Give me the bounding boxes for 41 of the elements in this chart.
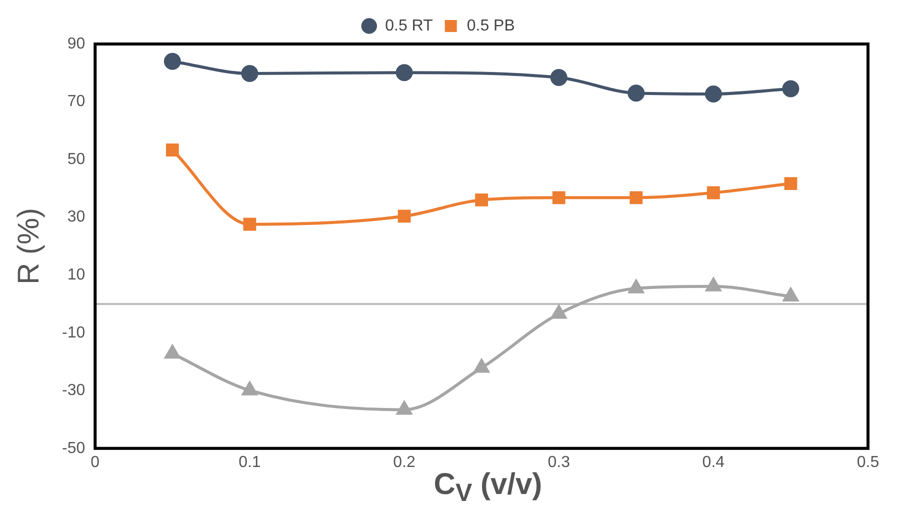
legend-label: 0.5 PB [466,17,515,34]
point [630,191,643,204]
point [166,144,179,156]
point [243,218,256,231]
point [784,177,798,190]
x-tick-label: 0.4 [702,454,725,471]
point [628,84,645,102]
point [474,359,490,373]
point [706,186,720,200]
point [164,52,181,70]
y-tick-label: 50 [67,150,86,168]
y-tick-label: 30 [67,208,86,226]
point [552,191,566,204]
point [706,278,721,292]
point [550,69,568,86]
point [782,80,800,98]
x-tick-label: 0.3 [548,454,570,471]
point [398,210,411,223]
point [704,85,722,102]
y-tick-label: 90 [67,35,86,52]
point [242,382,258,396]
point [164,345,180,359]
legend-label: 0.5 RT [385,17,434,34]
y-tick-label: 10 [67,266,86,284]
x-tick-label: 0.1 [238,454,261,471]
x-axis-title: C$_{V}$ (v/v) [434,468,542,507]
point [396,64,413,82]
point [475,194,488,206]
y-tick-label: 70 [67,93,86,110]
x-tick-label: 0.2 [393,454,416,471]
point [551,305,566,319]
point [628,280,644,294]
point [396,401,412,415]
x-tick-label: 0 [90,454,100,471]
point [783,288,798,302]
point [241,64,258,82]
y-tick-label: -30 [62,382,86,400]
y-tick-label: -50 [62,440,86,457]
x-tick-label: 0.5 [856,454,880,471]
y-tick-label: -10 [62,324,86,342]
y-axis-title: R (%) [12,208,46,285]
